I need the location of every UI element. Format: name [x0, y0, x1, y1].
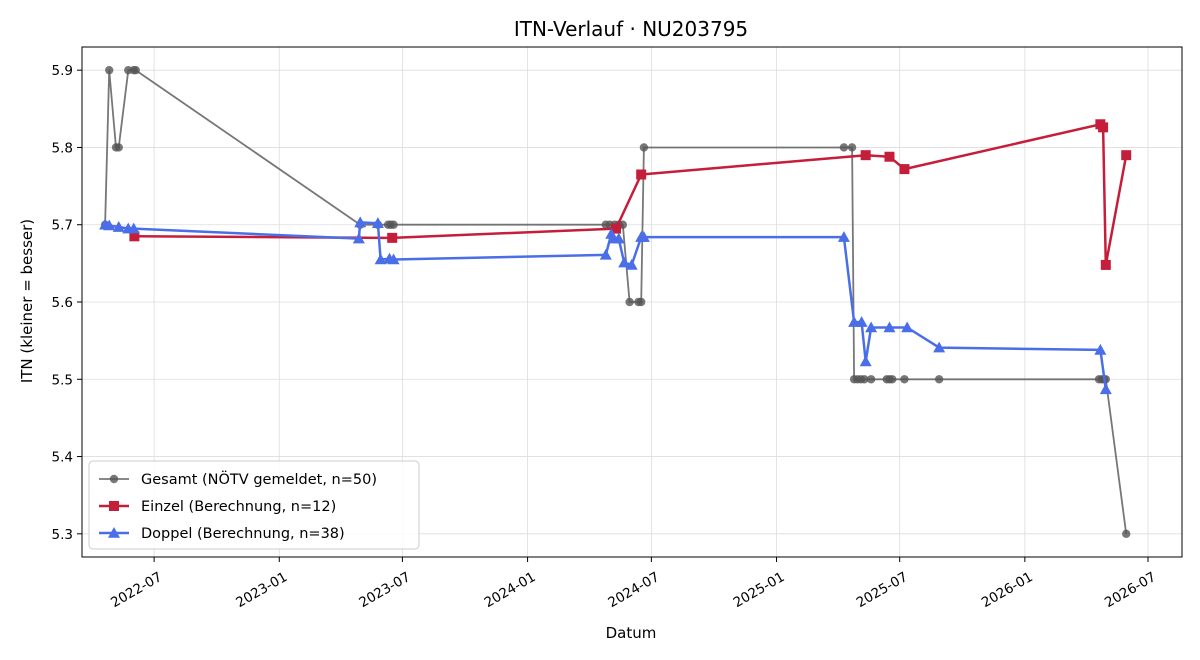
data-point: [387, 232, 398, 243]
data-point: [888, 375, 897, 384]
legend-item: Einzel (Berechnung, n=12): [99, 499, 336, 515]
data-point: [855, 316, 868, 327]
y-axis: 5.3 5.4 5.5 5.6 5.7 5.8 5.9: [52, 63, 82, 543]
data-point: [114, 143, 123, 152]
data-point: [934, 375, 944, 384]
data-point: [865, 321, 878, 333]
legend-label: Doppel (Berechnung, n=38): [141, 526, 345, 542]
x-tick-label: 2024-07: [605, 569, 662, 611]
series-square: [129, 119, 1132, 270]
data-point: [884, 151, 895, 162]
y-tick-label: 5.5: [52, 372, 73, 388]
legend-item: Doppel (Berechnung, n=38): [99, 526, 345, 542]
legend-box: [88, 460, 420, 550]
data-point: [389, 220, 398, 229]
x-tick-label: 2026-01: [979, 569, 1036, 611]
data-point: [387, 253, 400, 265]
y-tick-label: 5.4: [52, 450, 73, 466]
data-point: [112, 221, 125, 232]
data-point: [103, 219, 116, 231]
legend-marker-square: [109, 501, 119, 511]
legend-marker-circle: [109, 474, 119, 484]
data-point: [866, 375, 876, 384]
data-point: [105, 65, 114, 75]
x-tick-label: 2025-01: [731, 569, 788, 611]
data-point: [1094, 343, 1107, 355]
data-point: [1121, 150, 1132, 161]
y-axis-label: ITN (kleiner = besser): [18, 219, 36, 383]
data-point: [901, 321, 914, 333]
y-tick-label: 5.3: [52, 527, 73, 543]
data-point: [860, 150, 871, 161]
legend-item: Gesamt (NÖTV gemeldet, n=50): [99, 470, 377, 488]
series-line: [104, 221, 1108, 390]
legend-marker-triangle: [108, 527, 120, 538]
data-point: [1099, 383, 1112, 395]
data-point: [1098, 122, 1109, 133]
x-tick-label: 2023-01: [233, 569, 290, 611]
x-tick-label: 2022-07: [108, 569, 165, 611]
data-point: [625, 258, 638, 270]
x-tick-label: 2023-07: [356, 569, 413, 611]
legend: Gesamt (NÖTV gemeldet, n=50) Einzel (Bere…: [88, 460, 420, 550]
data-point: [371, 217, 384, 228]
data-point: [374, 253, 387, 265]
data-point: [611, 223, 622, 234]
data-point: [1122, 529, 1131, 539]
data-point: [618, 256, 631, 268]
data-point: [612, 232, 625, 244]
data-point: [883, 321, 896, 333]
legend-label: Gesamt (NÖTV gemeldet, n=50): [141, 470, 377, 488]
data-point: [899, 164, 910, 175]
data-point: [837, 231, 850, 242]
y-tick-label: 5.7: [52, 218, 73, 234]
data-point: [637, 231, 650, 242]
data-point: [1100, 259, 1111, 270]
data-point: [625, 297, 634, 307]
x-axis-label: Datum: [606, 624, 657, 642]
x-tick-label: 2024-01: [482, 569, 539, 611]
x-axis: 2022-07 2023-01 2023-07 2024-01 2024-07 2025-…: [108, 557, 1159, 611]
data-point: [354, 216, 367, 228]
series-line: [134, 123, 1128, 267]
data-point: [131, 65, 140, 75]
data-point: [129, 231, 140, 242]
y-tick-label: 5.6: [52, 295, 73, 311]
x-tick-label: 2026-07: [1102, 569, 1159, 611]
data-point: [636, 169, 647, 180]
data-point: [847, 143, 857, 152]
plot-series: [99, 65, 1132, 539]
data-point: [639, 143, 649, 152]
data-point: [900, 375, 909, 384]
y-tick-label: 5.9: [52, 63, 73, 79]
data-point: [860, 375, 869, 384]
data-point: [859, 355, 872, 367]
data-point: [127, 222, 140, 234]
series-triangle: [99, 216, 1112, 395]
data-point: [933, 341, 946, 353]
data-point: [352, 232, 365, 244]
data-point: [839, 143, 849, 152]
data-point: [636, 297, 646, 307]
chart-title: ITN-Verlauf · NU203795: [514, 17, 748, 41]
data-point: [599, 248, 612, 260]
x-tick-label: 2025-07: [854, 569, 911, 611]
legend-label: Einzel (Berechnung, n=12): [141, 499, 336, 515]
y-tick-label: 5.8: [52, 140, 73, 156]
